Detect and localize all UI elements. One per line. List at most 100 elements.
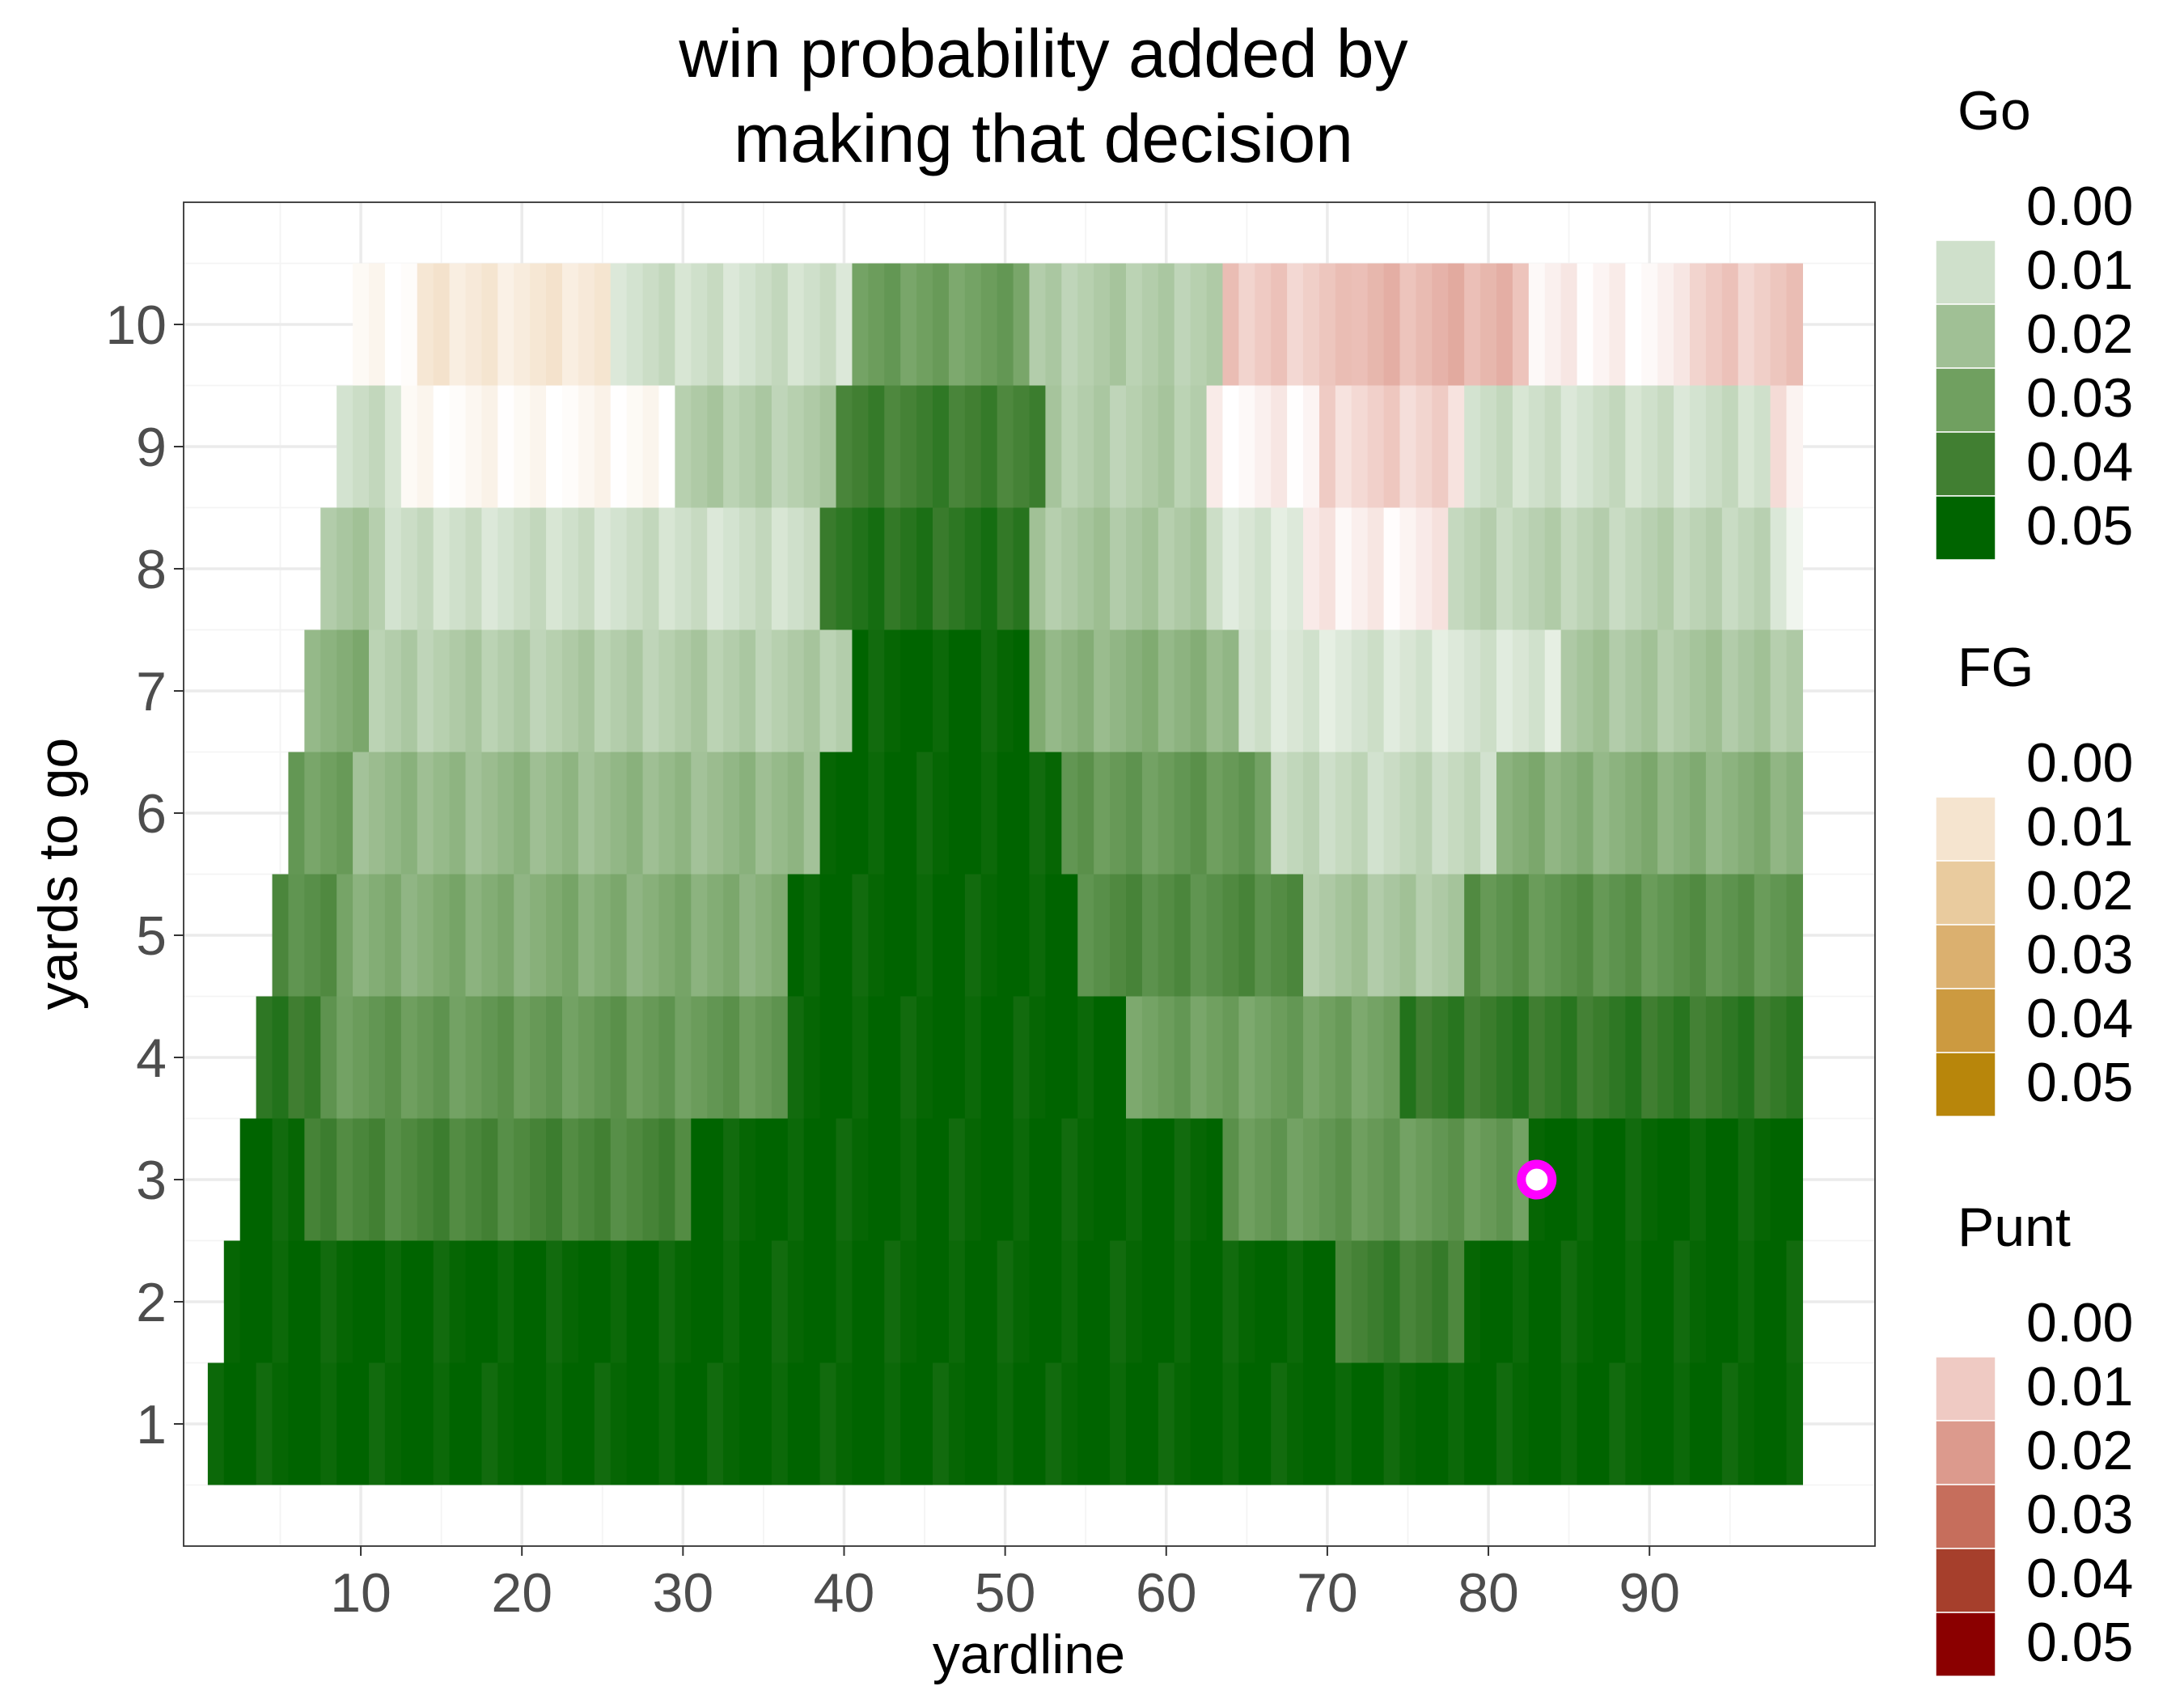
heatmap-tile <box>1496 629 1513 752</box>
heatmap-tile <box>1190 263 1208 386</box>
heatmap-tile <box>369 385 386 508</box>
heatmap-tile <box>739 996 756 1119</box>
heatmap-tile <box>1222 263 1239 386</box>
heatmap-tile <box>1110 1118 1127 1241</box>
heatmap-tile <box>1335 1118 1352 1241</box>
heatmap-tile <box>256 1240 273 1363</box>
heatmap-tile <box>594 752 612 875</box>
heatmap-tile <box>803 752 821 875</box>
heatmap-tile <box>530 1362 547 1485</box>
heatmap-tile <box>852 996 869 1119</box>
heatmap-tile <box>787 263 805 386</box>
heatmap-tile <box>304 1362 321 1485</box>
heatmap-tile <box>1480 1240 1497 1363</box>
legend-swatch <box>1935 1612 1996 1677</box>
heatmap-tile <box>1657 1362 1674 1485</box>
heatmap-tile <box>771 385 789 508</box>
heatmap-tile <box>1383 1240 1401 1363</box>
heatmap-tile <box>868 385 885 508</box>
heatmap-tile <box>578 385 595 508</box>
heatmap-tile <box>1464 1240 1481 1363</box>
heatmap-tile <box>1141 263 1159 386</box>
heatmap-tile <box>1271 874 1288 997</box>
heatmap-tile <box>1399 996 1417 1119</box>
heatmap-tile <box>1721 263 1739 386</box>
heatmap-tile <box>723 385 740 508</box>
heatmap-tile <box>1416 1240 1433 1363</box>
heatmap-tile <box>1560 1240 1578 1363</box>
heatmap-tile <box>1416 385 1433 508</box>
heatmap-tile <box>481 629 498 752</box>
heatmap-tile <box>819 874 837 997</box>
legend-label: 0.01 <box>2026 239 2133 301</box>
heatmap-tile <box>1641 996 1658 1119</box>
heatmap-tile <box>1689 629 1707 752</box>
heatmap-tile <box>1448 629 1465 752</box>
heatmap-tile <box>980 629 998 752</box>
heatmap-tile <box>626 263 644 386</box>
heatmap-tile <box>1287 874 1304 997</box>
x-axis-title: yardline <box>933 1624 1125 1685</box>
heatmap-tile <box>610 629 628 752</box>
heatmap-tile <box>707 1240 724 1363</box>
heatmap-tile <box>980 1240 998 1363</box>
highlight-point <box>1517 1159 1557 1200</box>
heatmap-tile <box>1609 752 1626 875</box>
heatmap-tile <box>739 1240 756 1363</box>
y-tick-label: 8 <box>136 539 167 600</box>
heatmap-tile <box>803 1362 821 1485</box>
heatmap-tile <box>594 1118 612 1241</box>
heatmap-tile <box>1271 996 1288 1119</box>
heatmap-tile <box>1432 1240 1449 1363</box>
heatmap-tile <box>1577 1118 1594 1241</box>
heatmap-tile <box>626 1240 644 1363</box>
heatmap-tile <box>594 874 612 997</box>
heatmap-tile <box>1689 874 1707 997</box>
legends: Go0.000.010.020.030.040.05FG0.000.010.02… <box>1935 80 2133 1677</box>
heatmap-tile <box>1061 752 1078 875</box>
heatmap-tile <box>1705 874 1723 997</box>
heatmap-tile <box>272 1362 290 1485</box>
heatmap-tile <box>1689 1118 1707 1241</box>
heatmap-tile <box>1255 263 1272 386</box>
heatmap-tile <box>948 874 966 997</box>
heatmap-tile <box>787 629 805 752</box>
heatmap-tile <box>1158 996 1175 1119</box>
heatmap-tile <box>933 874 950 997</box>
heatmap-tile <box>933 629 950 752</box>
heatmap-tile <box>1110 874 1127 997</box>
heatmap-tile <box>1593 1118 1610 1241</box>
heatmap-tile <box>1351 1362 1369 1485</box>
highlight-marker <box>1517 1159 1557 1200</box>
heatmap-tile <box>642 385 660 508</box>
heatmap-tile <box>1351 1118 1369 1241</box>
heatmap-tile <box>1271 1118 1288 1241</box>
heatmap-tile <box>400 629 418 752</box>
heatmap-tile <box>916 1362 933 1485</box>
heatmap-tile <box>1303 996 1320 1119</box>
heatmap-tile <box>675 1118 692 1241</box>
heatmap-tile <box>1528 752 1546 875</box>
heatmap-tile <box>561 507 579 630</box>
heatmap-tile <box>610 874 628 997</box>
heatmap-tile <box>771 1362 789 1485</box>
heatmap-tile <box>1190 1240 1208 1363</box>
heatmap-tile <box>1448 1362 1465 1485</box>
heatmap-tile <box>1013 1362 1031 1485</box>
heatmap-tile <box>1077 507 1094 630</box>
heatmap-tile <box>1094 1240 1111 1363</box>
heatmap-tile <box>1577 874 1594 997</box>
heatmap-tile <box>1770 874 1788 997</box>
heatmap-tile <box>578 507 595 630</box>
heatmap-tile <box>980 752 998 875</box>
heatmap-tile <box>707 1118 724 1241</box>
heatmap-tile <box>1061 996 1078 1119</box>
heatmap-tile <box>288 1240 305 1363</box>
heatmap-tile <box>1094 385 1111 508</box>
heatmap-tile <box>546 996 563 1119</box>
heatmap-tile <box>1094 507 1111 630</box>
heatmap-tile <box>1448 1118 1465 1241</box>
heatmap-tile <box>1125 1240 1143 1363</box>
heatmap-tile <box>642 629 660 752</box>
heatmap-tile <box>739 385 756 508</box>
